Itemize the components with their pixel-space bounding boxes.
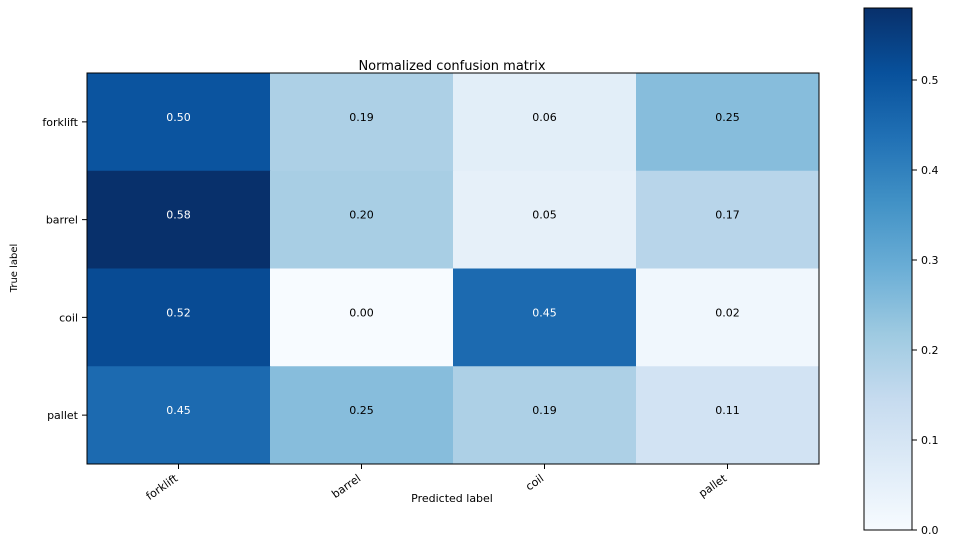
x-tick-label: forklift [144,471,181,502]
x-tick-label: barrel [329,472,363,501]
heatmap-cell [87,170,271,269]
cell-value-label: 0.50 [166,111,191,124]
cell-value-label: 0.17 [715,209,740,222]
y-tick-labels: forklift barrel coil pallet [42,116,87,422]
heatmap-cell [636,73,820,172]
colorbar-tick-label: 0.5 [921,74,939,87]
x-tick-label: pallet [696,471,729,500]
cell-value-label: 0.05 [532,209,557,222]
cell-value-label: 0.02 [715,306,740,319]
heatmap-cells [87,73,820,465]
heatmap-cell [453,73,637,172]
heatmap-cell [453,170,637,269]
cell-value-label: 0.20 [349,209,374,222]
heatmap-cell [270,268,454,367]
colorbar-tick-label: 0.0 [921,524,939,537]
cell-value-label: 0.25 [349,404,374,417]
cell-value-label: 0.19 [349,111,374,124]
cell-value-label: 0.00 [349,306,374,319]
heatmap-cell [453,268,637,367]
colorbar-tick-label: 0.2 [921,344,939,357]
y-tick-label: coil [59,311,78,324]
heatmap-cell [87,73,271,172]
colorbar-tick-label: 0.4 [921,164,939,177]
heatmap-cell [636,366,820,465]
cell-value-labels: 0.50 0.19 0.06 0.25 0.58 0.20 0.05 0.17 0.52 0.00… [166,111,740,417]
heatmap-cell [87,268,271,367]
heatmap-cell [270,170,454,269]
cell-value-label: 0.11 [715,404,740,417]
cell-value-label: 0.52 [166,306,191,319]
cell-value-label: 0.19 [532,404,557,417]
heatmap-cell [270,366,454,465]
x-axis-title: Predicted label [411,492,493,505]
y-axis-title: True label [9,244,20,294]
cell-value-label: 0.45 [532,306,557,319]
y-tick-label: barrel [46,214,78,227]
heatmap-cell [636,170,820,269]
heatmap-cell [270,73,454,172]
cell-value-label: 0.45 [166,404,191,417]
colorbar-tick-label: 0.1 [921,434,939,447]
chart-title: Normalized confusion matrix [358,59,545,74]
y-tick-label: forklift [42,116,78,129]
colorbar-ticks: 0.0 0.1 0.2 0.3 0.4 0.5 [912,74,939,537]
cell-value-label: 0.58 [166,209,191,222]
y-tick-label: pallet [47,409,79,422]
colorbar-tick-label: 0.3 [921,254,939,267]
cell-value-label: 0.06 [532,111,557,124]
heatmap-cell [636,268,820,367]
x-tick-label: coil [523,472,546,493]
plot-frame [86,72,820,465]
heatmap-cell [87,366,271,465]
colorbar [863,7,913,531]
heatmap-cell [453,366,637,465]
cell-value-label: 0.25 [715,111,740,124]
